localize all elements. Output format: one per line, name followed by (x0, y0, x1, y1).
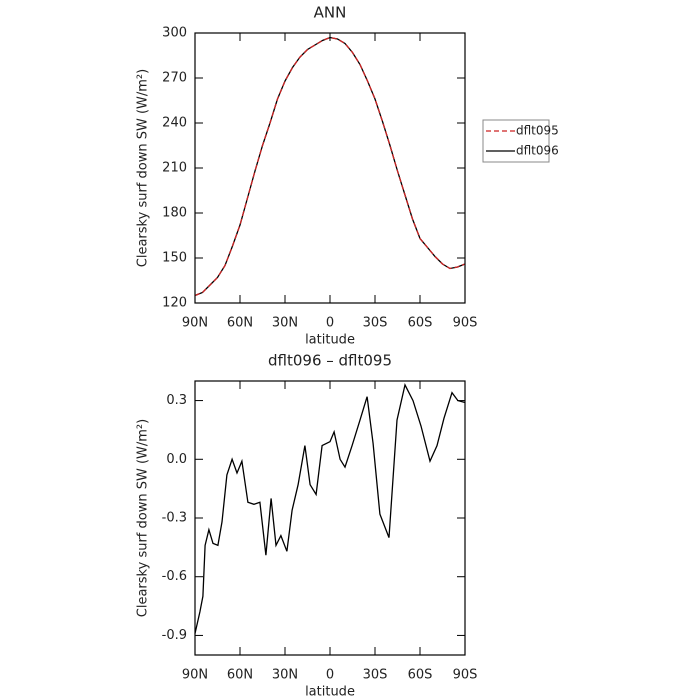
y-tick-label: 240 (162, 116, 187, 131)
plot-frame (194, 32, 466, 304)
x-tick-label: 30N (272, 668, 298, 683)
y-tick-label: 180 (162, 206, 187, 221)
y-tick-label: 300 (162, 26, 187, 41)
y-tick-label: -0.9 (162, 628, 187, 643)
chart-title: ANN (314, 4, 347, 22)
x-tick-label: 30S (363, 316, 388, 331)
x-tick-label: 90N (182, 668, 208, 683)
x-tick-label: 30N (272, 316, 298, 331)
legend-box (482, 119, 550, 163)
x-tick-label: 90S (453, 668, 478, 683)
y-tick-label: -0.6 (162, 569, 187, 584)
line-series (194, 36, 466, 297)
y-tick-label: 120 (162, 296, 187, 311)
y-tick-label: 0.0 (166, 452, 187, 467)
x-tick-label: 90N (182, 316, 208, 331)
x-tick-label: 90S (453, 316, 478, 331)
legend-label: dflt095 (516, 124, 559, 138)
y-axis-label: Clearsky surf down SW (W/m²) (136, 419, 151, 617)
x-tick-label: 30S (363, 668, 388, 683)
line-series (194, 36, 466, 297)
x-axis-label: latitude (305, 333, 355, 348)
chart-title: dflt096 – dflt095 (268, 352, 392, 370)
y-tick-label: 210 (162, 161, 187, 176)
x-axis-label: latitude (305, 685, 355, 700)
y-tick-label: -0.3 (162, 511, 187, 526)
legend-label: dflt096 (516, 144, 559, 158)
plot-frame (194, 380, 466, 656)
x-tick-label: 60N (227, 316, 253, 331)
x-tick-label: 0 (326, 316, 334, 331)
x-tick-label: 60S (408, 668, 433, 683)
y-tick-label: 270 (162, 71, 187, 86)
y-tick-label: 150 (162, 251, 187, 266)
x-tick-label: 60N (227, 668, 253, 683)
y-axis-label: Clearsky surf down SW (W/m²) (136, 69, 151, 267)
line-series (194, 383, 466, 634)
x-tick-label: 60S (408, 316, 433, 331)
y-tick-label: 0.3 (166, 393, 187, 408)
x-tick-label: 0 (326, 668, 334, 683)
